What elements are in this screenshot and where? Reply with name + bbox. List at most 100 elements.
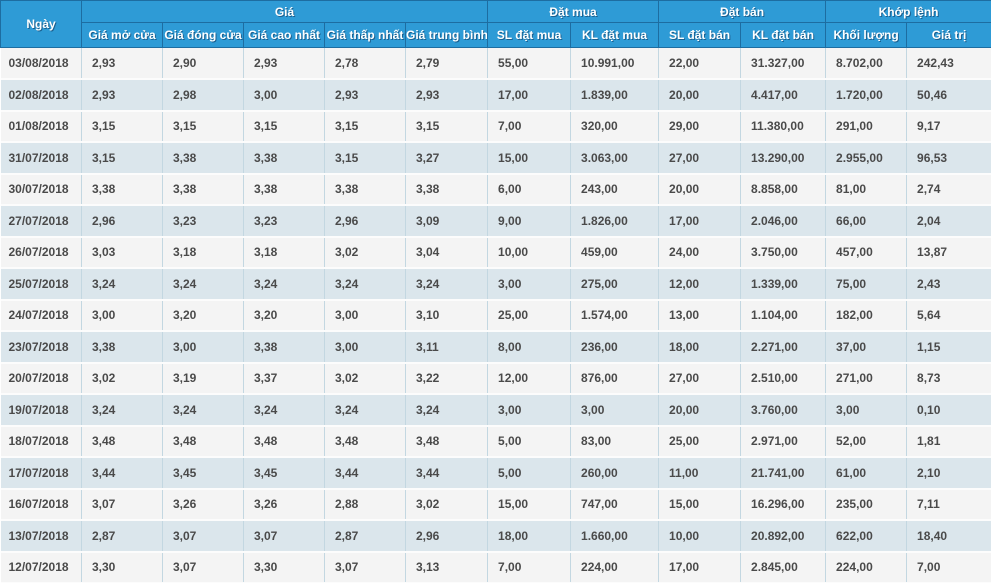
value-cell: 20,00 bbox=[658, 394, 742, 427]
table-row: 01/08/2018 3,15 3,15 3,15 3,15 3,15 7,00 320,00… bbox=[0, 110, 991, 143]
value-cell: 2,96 bbox=[324, 205, 406, 238]
value-cell: 3,15 bbox=[243, 110, 325, 143]
value-cell: 1.339,00 bbox=[740, 268, 827, 301]
value-cell: 242,43 bbox=[906, 47, 991, 80]
value-cell: 3,00 bbox=[570, 394, 660, 427]
value-cell: 2.955,00 bbox=[825, 142, 908, 175]
value-cell: 2,43 bbox=[906, 268, 991, 301]
value-cell: 3,26 bbox=[243, 488, 325, 521]
value-cell: 3,37 bbox=[243, 362, 325, 395]
value-cell: 3,38 bbox=[81, 173, 163, 206]
value-cell: 182,00 bbox=[825, 299, 908, 332]
value-cell: 3,30 bbox=[81, 551, 163, 583]
table-row: 20/07/2018 3,02 3,19 3,37 3,02 3,22 12,00 876,0… bbox=[0, 362, 991, 395]
value-cell: 3,22 bbox=[405, 362, 489, 395]
column-header-gia-mo-cua: Giá mở cửa bbox=[81, 22, 163, 48]
value-cell: 236,00 bbox=[570, 331, 660, 364]
value-cell: 3,15 bbox=[324, 142, 406, 175]
value-cell: 61,00 bbox=[825, 457, 908, 490]
value-cell: 3,07 bbox=[243, 520, 325, 553]
value-cell: 16.296,00 bbox=[740, 488, 827, 521]
value-cell: 3,48 bbox=[81, 425, 163, 458]
table-row: 26/07/2018 3,03 3,18 3,18 3,02 3,04 10,00 459,0… bbox=[0, 236, 991, 269]
value-cell: 3,00 bbox=[324, 331, 406, 364]
table-row: 02/08/2018 2,93 2,98 3,00 2,93 2,93 17,00 1.839… bbox=[0, 79, 991, 112]
value-cell: 3,15 bbox=[324, 110, 406, 143]
value-cell: 8,73 bbox=[906, 362, 991, 395]
value-cell: 0,10 bbox=[906, 394, 991, 427]
value-cell: 8.858,00 bbox=[740, 173, 827, 206]
value-cell: 747,00 bbox=[570, 488, 660, 521]
value-cell: 13,00 bbox=[658, 299, 742, 332]
value-cell: 3,18 bbox=[243, 236, 325, 269]
value-cell: 2,90 bbox=[162, 47, 244, 80]
value-cell: 25,00 bbox=[658, 425, 742, 458]
table-row: 19/07/2018 3,24 3,24 3,24 3,24 3,24 3,00 3,00 20… bbox=[0, 394, 991, 427]
value-cell: 3,38 bbox=[162, 142, 244, 175]
value-cell: 7,00 bbox=[487, 551, 572, 583]
header-sub-row: Giá mở cửa Giá đóng cửa Giá cao nhất Giá th… bbox=[1, 22, 991, 48]
value-cell: 18,40 bbox=[906, 520, 991, 553]
date-cell: 23/07/2018 bbox=[0, 331, 82, 364]
table-body: 03/08/2018 2,93 2,90 2,93 2,78 2,79 55,00 10.99… bbox=[0, 47, 991, 583]
value-cell: 2.046,00 bbox=[740, 205, 827, 238]
value-cell: 17,00 bbox=[658, 551, 742, 583]
column-header-gia-dong-cua: Giá đóng cửa bbox=[162, 22, 244, 48]
value-cell: 11.380,00 bbox=[740, 110, 827, 143]
value-cell: 3,24 bbox=[324, 268, 406, 301]
value-cell: 83,00 bbox=[570, 425, 660, 458]
value-cell: 3,02 bbox=[324, 236, 406, 269]
column-group-ngay: Ngày bbox=[0, 0, 82, 48]
date-cell: 20/07/2018 bbox=[0, 362, 82, 395]
value-cell: 3,07 bbox=[162, 520, 244, 553]
value-cell: 3,24 bbox=[81, 394, 163, 427]
table-row: 24/07/2018 3,00 3,20 3,20 3,00 3,10 25,00 1.574… bbox=[0, 299, 991, 332]
value-cell: 3,15 bbox=[162, 110, 244, 143]
value-cell: 66,00 bbox=[825, 205, 908, 238]
value-cell: 3,00 bbox=[487, 394, 572, 427]
value-cell: 3,26 bbox=[162, 488, 244, 521]
value-cell: 3.063,00 bbox=[570, 142, 660, 175]
value-cell: 25,00 bbox=[487, 299, 572, 332]
value-cell: 2,93 bbox=[405, 79, 489, 112]
value-cell: 3,15 bbox=[81, 110, 163, 143]
value-cell: 3,00 bbox=[487, 268, 572, 301]
value-cell: 3,38 bbox=[324, 173, 406, 206]
value-cell: 3,24 bbox=[81, 268, 163, 301]
table-row: 23/07/2018 3,38 3,00 3,38 3,00 3,11 8,00 236,00… bbox=[0, 331, 991, 364]
value-cell: 459,00 bbox=[570, 236, 660, 269]
column-header-gia-tri: Giá trị bbox=[906, 22, 991, 48]
value-cell: 2,96 bbox=[81, 205, 163, 238]
table-row: 16/07/2018 3,07 3,26 3,26 2,88 3,02 15,00 747,0… bbox=[0, 488, 991, 521]
value-cell: 3,00 bbox=[324, 299, 406, 332]
value-cell: 876,00 bbox=[570, 362, 660, 395]
value-cell: 27,00 bbox=[658, 362, 742, 395]
value-cell: 3,02 bbox=[81, 362, 163, 395]
date-cell: 03/08/2018 bbox=[0, 47, 82, 80]
date-cell: 24/07/2018 bbox=[0, 299, 82, 332]
value-cell: 3,00 bbox=[243, 79, 325, 112]
value-cell: 3,18 bbox=[162, 236, 244, 269]
value-cell: 2,10 bbox=[906, 457, 991, 490]
value-cell: 9,00 bbox=[487, 205, 572, 238]
value-cell: 31.327,00 bbox=[740, 47, 827, 80]
value-cell: 3,38 bbox=[405, 173, 489, 206]
value-cell: 7,11 bbox=[906, 488, 991, 521]
value-cell: 3,38 bbox=[81, 331, 163, 364]
value-cell: 3,48 bbox=[243, 425, 325, 458]
value-cell: 2,88 bbox=[324, 488, 406, 521]
date-cell: 26/07/2018 bbox=[0, 236, 82, 269]
value-cell: 10.991,00 bbox=[570, 47, 660, 80]
value-cell: 2.971,00 bbox=[740, 425, 827, 458]
value-cell: 2,93 bbox=[81, 47, 163, 80]
value-cell: 3,24 bbox=[243, 394, 325, 427]
value-cell: 2,04 bbox=[906, 205, 991, 238]
table-row: 03/08/2018 2,93 2,90 2,93 2,78 2,79 55,00 10.99… bbox=[0, 47, 991, 80]
value-cell: 3,07 bbox=[81, 488, 163, 521]
value-cell: 3,10 bbox=[405, 299, 489, 332]
table-header: Ngày Giá Đặt mua Đặt bán Khớp lệnh Giá mở cử… bbox=[0, 0, 991, 48]
value-cell: 5,64 bbox=[906, 299, 991, 332]
value-cell: 3,00 bbox=[81, 299, 163, 332]
value-cell: 3,23 bbox=[162, 205, 244, 238]
value-cell: 622,00 bbox=[825, 520, 908, 553]
